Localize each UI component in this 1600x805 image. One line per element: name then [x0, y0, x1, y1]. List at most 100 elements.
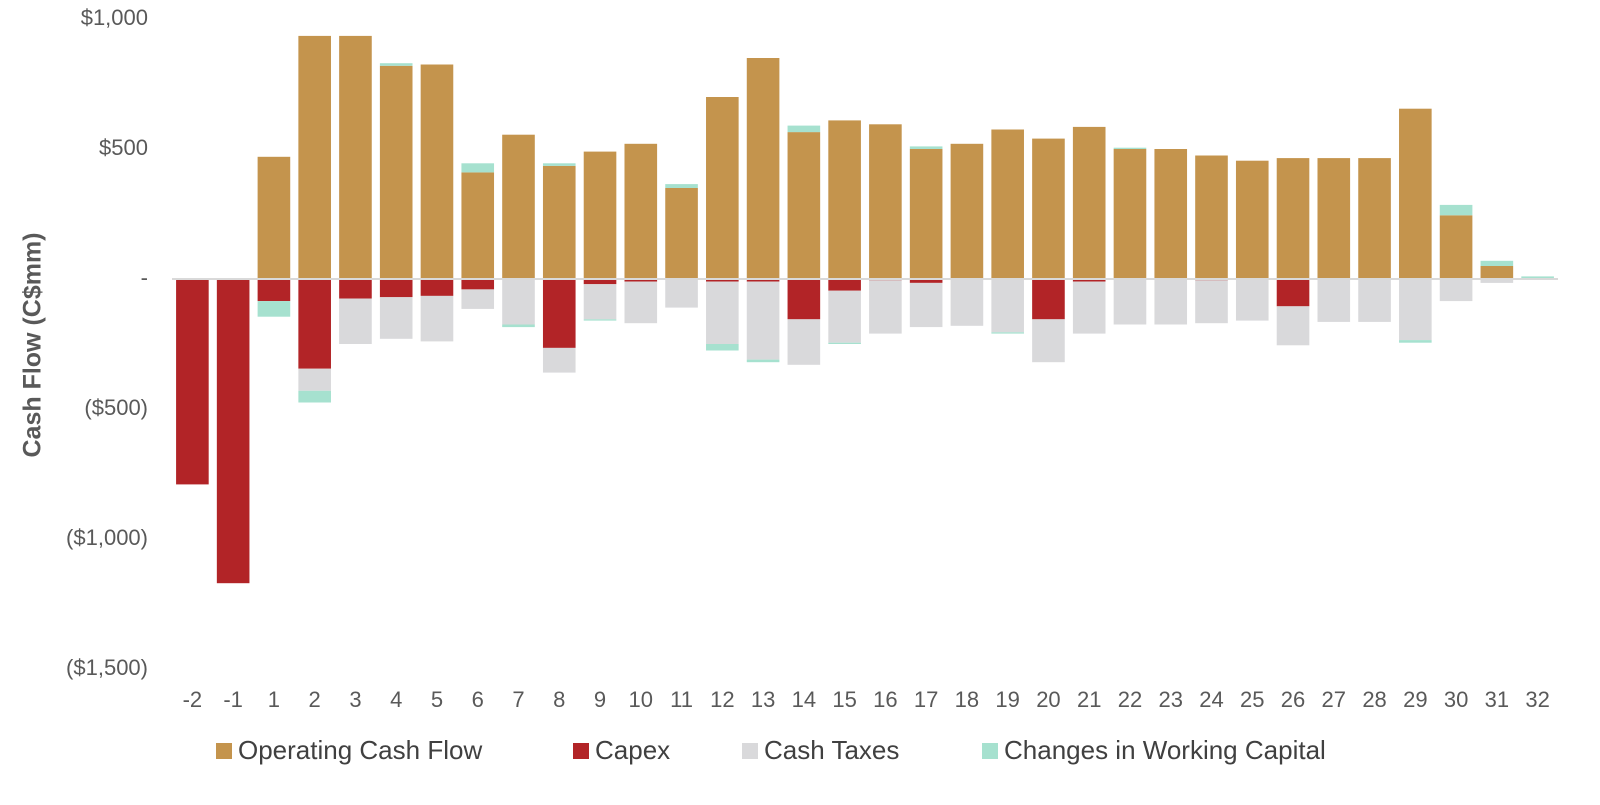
- bar-capex-13: [746, 279, 780, 282]
- bar-capex-4: [379, 279, 413, 298]
- bar-changes-in-working-capital-1: [257, 301, 291, 317]
- bar-cash-taxes-12: [706, 281, 739, 344]
- y-tick-label: $1,000: [81, 5, 148, 30]
- bar-cash-taxes-30: [1439, 279, 1473, 302]
- bar-operating-cash-flow-11: [665, 188, 698, 279]
- bar-cash-taxes-6: [461, 289, 495, 309]
- bar-cash-taxes-10: [624, 281, 658, 324]
- bar-cash-taxes-13: [746, 281, 780, 360]
- bar-capex-14: [787, 279, 821, 320]
- x-tick-label: 3: [349, 687, 361, 712]
- x-tick-label: -2: [183, 687, 203, 712]
- bar-operating-cash-flow-2: [298, 35, 331, 280]
- bar-operating-cash-flow-18: [950, 143, 984, 279]
- bar-changes-in-working-capital-17: [909, 146, 943, 149]
- bar-operating-cash-flow-17: [909, 149, 943, 279]
- x-tick-label: 6: [472, 687, 484, 712]
- bar-cash-taxes-11: [665, 279, 698, 308]
- bar-capex-26: [1276, 279, 1310, 307]
- x-tick-label: 2: [309, 687, 321, 712]
- bar-cash-taxes-26: [1276, 306, 1310, 346]
- bar-operating-cash-flow-30: [1439, 215, 1473, 279]
- bar-operating-cash-flow-20: [1032, 138, 1065, 279]
- bar-operating-cash-flow-12: [706, 97, 739, 279]
- x-tick-label: 10: [629, 687, 653, 712]
- x-tick-label: 32: [1525, 687, 1549, 712]
- x-tick-label: 4: [390, 687, 402, 712]
- bar-cash-taxes-25: [1235, 279, 1269, 321]
- bar-changes-in-working-capital-19: [991, 332, 1024, 334]
- x-tick-label: 13: [751, 687, 775, 712]
- bar-changes-in-working-capital-9: [583, 319, 617, 321]
- bar-cash-taxes-15: [828, 290, 861, 343]
- bar-operating-cash-flow-29: [1399, 108, 1432, 279]
- bar-capex-3: [339, 279, 372, 299]
- x-tick-label: 12: [710, 687, 734, 712]
- y-tick-label: ($1,000): [66, 525, 148, 550]
- x-tick-label: 29: [1403, 687, 1427, 712]
- bar-cash-taxes-5: [420, 295, 454, 342]
- bar-changes-in-working-capital-6: [461, 163, 495, 173]
- x-tick-label: 31: [1485, 687, 1509, 712]
- bar-cash-taxes-21: [1072, 281, 1106, 334]
- bar-changes-in-working-capital-2: [298, 390, 331, 403]
- x-tick-label: 5: [431, 687, 443, 712]
- x-tick-label: 24: [1199, 687, 1223, 712]
- x-tick-label: 26: [1281, 687, 1305, 712]
- bar-capex-12: [706, 279, 739, 282]
- bar-changes-in-working-capital-13: [746, 359, 780, 363]
- bar-capex-2: [298, 279, 331, 369]
- bar-operating-cash-flow-22: [1113, 149, 1147, 279]
- bar-changes-in-working-capital-32: [1521, 276, 1554, 279]
- bar-operating-cash-flow-25: [1235, 160, 1269, 279]
- bar-operating-cash-flow-15: [828, 120, 861, 280]
- legend-swatch-operating-cash-flow: [216, 743, 232, 759]
- bar-capex-21: [1072, 279, 1106, 282]
- bar-operating-cash-flow-19: [991, 129, 1024, 279]
- x-tick-label: 19: [995, 687, 1019, 712]
- x-tick-label: 18: [955, 687, 979, 712]
- bar-changes-in-working-capital-7: [502, 324, 535, 328]
- bar-operating-cash-flow-6: [461, 172, 495, 279]
- bar-changes-in-working-capital-12: [706, 344, 739, 351]
- bar-operating-cash-flow-7: [502, 134, 535, 279]
- bar-capex-9: [583, 279, 617, 285]
- x-tick-label: -1: [223, 687, 243, 712]
- bar-cash-taxes-24: [1195, 280, 1228, 324]
- bar-changes-in-working-capital-30: [1439, 204, 1473, 216]
- x-tick-label: 22: [1118, 687, 1142, 712]
- bar-capex--1: [216, 279, 250, 584]
- legend-label: Operating Cash Flow: [238, 735, 482, 765]
- bar-capex-8: [542, 279, 576, 348]
- bar-cash-taxes-17: [909, 282, 943, 328]
- bar-cash-taxes-18: [950, 279, 984, 326]
- x-tick-label: 25: [1240, 687, 1264, 712]
- bar-cash-taxes-23: [1154, 279, 1188, 325]
- bar-capex-5: [420, 279, 454, 296]
- bar-operating-cash-flow-14: [787, 132, 821, 279]
- bar-cash-taxes-22: [1113, 279, 1147, 325]
- bar-operating-cash-flow-10: [624, 143, 658, 279]
- legend-swatch-changes-in-working-capital: [982, 743, 998, 759]
- bar-operating-cash-flow-16: [869, 124, 902, 279]
- bar-cash-taxes-28: [1358, 279, 1391, 322]
- bar-cash-taxes-16: [869, 280, 902, 334]
- bar-cash-taxes-8: [542, 347, 576, 373]
- bar-capex-20: [1032, 279, 1065, 320]
- bar-operating-cash-flow-31: [1480, 266, 1514, 279]
- y-tick-label: ($1,500): [66, 655, 148, 680]
- x-tick-label: 16: [873, 687, 897, 712]
- bar-operating-cash-flow-8: [542, 165, 576, 279]
- bar-capex-15: [828, 279, 861, 291]
- bar-changes-in-working-capital-15: [828, 342, 861, 344]
- bar-operating-cash-flow-13: [746, 58, 780, 279]
- x-tick-label: 28: [1362, 687, 1386, 712]
- bar-capex-6: [461, 279, 495, 290]
- bar-changes-in-working-capital-22: [1113, 147, 1147, 149]
- bar-cash-taxes-29: [1399, 279, 1432, 341]
- bar-changes-in-working-capital-11: [665, 184, 698, 188]
- bar-cash-taxes-3: [339, 298, 372, 344]
- bar-operating-cash-flow-23: [1154, 149, 1188, 279]
- y-tick-label: $500: [99, 135, 148, 160]
